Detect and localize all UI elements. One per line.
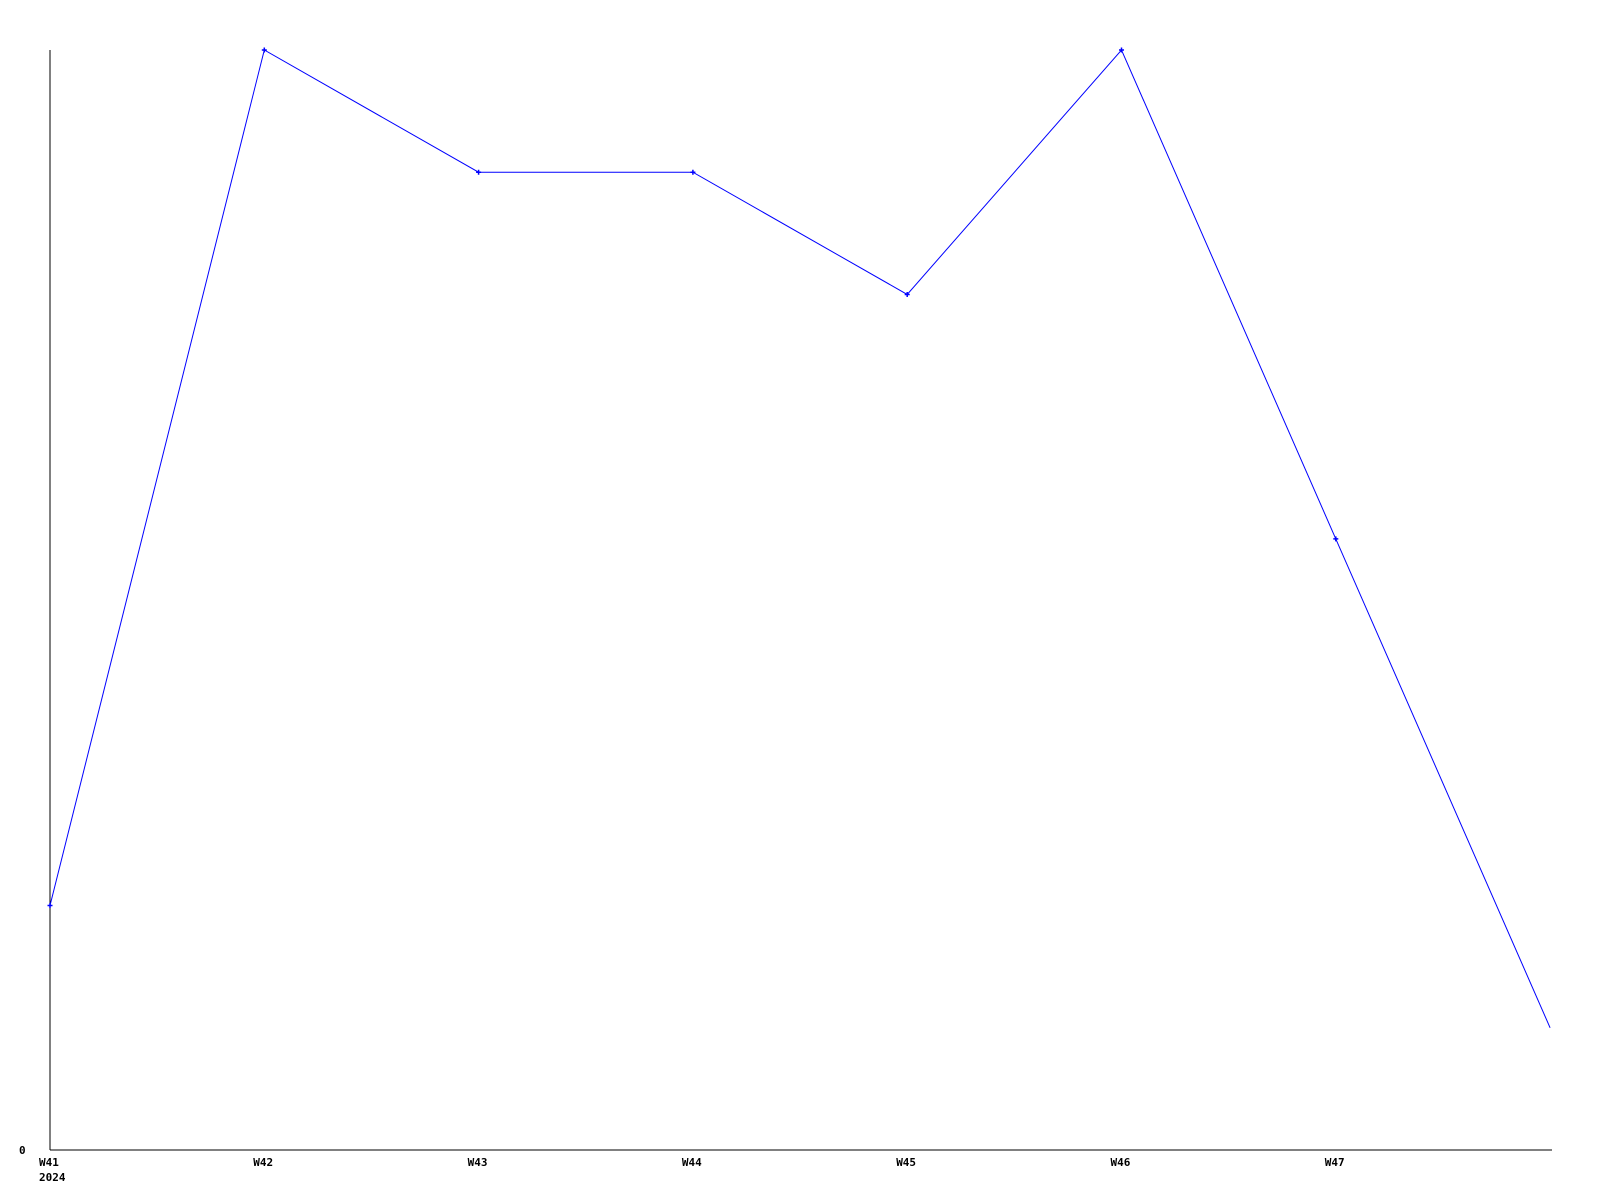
- series-line: [49, 49, 1551, 1028]
- x-tick-label: W44: [682, 1156, 702, 1169]
- x-tick-label: W47: [1325, 1156, 1345, 1169]
- data-point: [1333, 536, 1339, 542]
- data-point: [690, 169, 696, 175]
- y-tick-label: 0: [19, 1144, 26, 1157]
- data-point: [1119, 47, 1124, 53]
- x-tick-label: W42: [253, 1156, 273, 1169]
- data-point: [47, 903, 53, 909]
- data-point: [476, 169, 482, 175]
- data-point: [904, 291, 910, 297]
- x-sub-label: 2024: [39, 1171, 66, 1184]
- x-tick-label: W46: [1111, 1156, 1131, 1169]
- x-tick-label: W43: [468, 1156, 488, 1169]
- x-tick-label: W45: [896, 1156, 916, 1169]
- x-tick-label: W41: [39, 1156, 59, 1169]
- data-point: [261, 47, 267, 53]
